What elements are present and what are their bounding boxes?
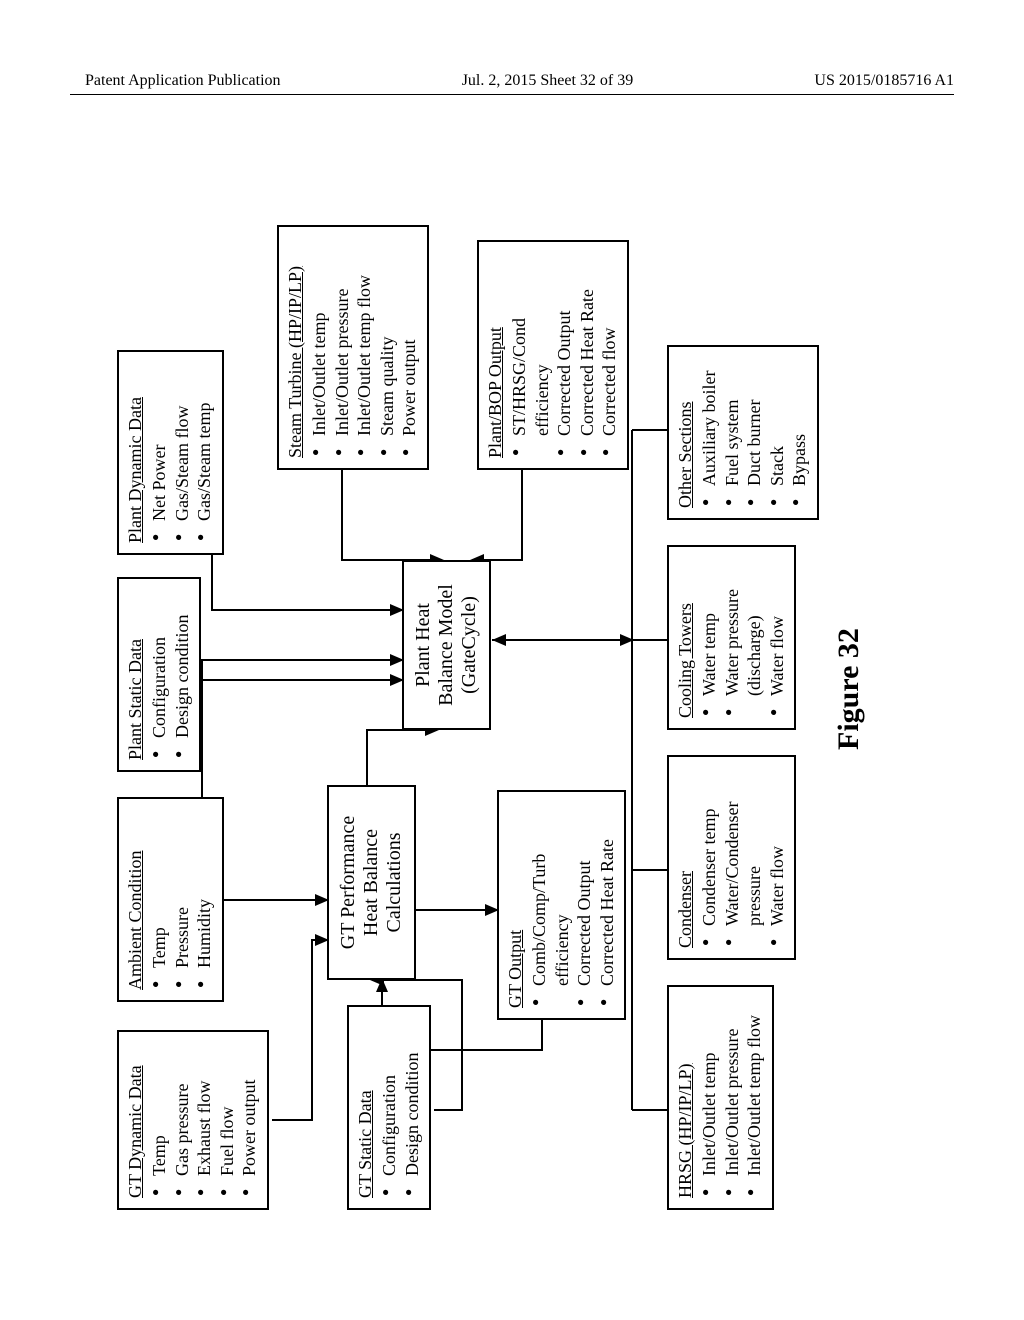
- list-item: Exhaust flow: [193, 1042, 216, 1196]
- box-list: Auxiliary boilerFuel systemDuct burnerSt…: [698, 357, 811, 508]
- list-item: Comb/Comp/Turb efficiency: [528, 802, 573, 1006]
- box-title: Plant Dynamic Data: [125, 362, 146, 543]
- list-item: Net Power: [148, 362, 171, 541]
- box-list: TempGas pressureExhaust flowFuel flowPow…: [148, 1042, 261, 1198]
- box-ambient: Ambient ConditionTempPressureHumidity: [117, 797, 224, 1002]
- box-list: TempPressureHumidity: [148, 809, 216, 990]
- box-line: Calculations: [383, 799, 406, 966]
- box-title: Plant Static Data: [125, 589, 146, 760]
- list-item: Water pressure (discharge): [721, 557, 766, 716]
- list-item: Inlet/Outlet temp: [308, 237, 331, 456]
- box-line: Heat Balance: [360, 799, 383, 966]
- list-item: Inlet/Outlet temp flow: [743, 997, 766, 1196]
- list-item: Bypass: [788, 357, 811, 506]
- list-item: Corrected Heat Rate: [576, 252, 599, 456]
- box-gt_perf: GT PerformanceHeat BalanceCalculations: [327, 785, 416, 980]
- list-item: Stack: [766, 357, 789, 506]
- list-item: Temp: [148, 809, 171, 988]
- box-title: Cooling Towers: [675, 557, 696, 718]
- box-list: ConfigurationDesign condition: [378, 1017, 423, 1198]
- box-title: GT Dynamic Data: [125, 1042, 146, 1198]
- box-line: Balance Model: [435, 574, 458, 716]
- box-cooling: Cooling TowersWater tempWater pressure (…: [667, 545, 796, 730]
- box-title: HRSG (HP/IP/LP): [675, 997, 696, 1198]
- list-item: Water temp: [698, 557, 721, 716]
- box-title: GT Output: [505, 802, 526, 1008]
- list-item: Water/Condenser pressure: [721, 767, 766, 946]
- header-center: Jul. 2, 2015 Sheet 32 of 39: [462, 72, 634, 90]
- page-header: Patent Application Publication Jul. 2, 2…: [0, 72, 1024, 90]
- box-list: ST/HRSG/Cond efficiencyCorrected OutputC…: [508, 252, 621, 458]
- box-hrsg: HRSG (HP/IP/LP)Inlet/Outlet tempInlet/Ou…: [667, 985, 774, 1210]
- list-item: Configuration: [378, 1017, 401, 1196]
- header-left: Patent Application Publication: [85, 72, 281, 90]
- list-item: Power output: [398, 237, 421, 456]
- list-item: Inlet/Outlet temp: [698, 997, 721, 1196]
- list-item: Gas/Steam temp: [193, 362, 216, 541]
- list-item: Configuration: [148, 589, 171, 758]
- list-item: Power output: [238, 1042, 261, 1196]
- list-item: Inlet/Outlet temp flow: [353, 237, 376, 456]
- list-item: Design condition: [401, 1017, 424, 1196]
- box-other: Other SectionsAuxiliary boilerFuel syste…: [667, 345, 819, 520]
- list-item: Gas pressure: [171, 1042, 194, 1196]
- box-list: Condenser tempWater/Condenser pressureWa…: [698, 767, 788, 948]
- list-item: Design condition: [171, 589, 194, 758]
- list-item: Inlet/Outlet pressure: [331, 237, 354, 456]
- figure-label: Figure 32: [832, 628, 866, 750]
- box-gt_static: GT Static DataConfigurationDesign condit…: [347, 1005, 431, 1210]
- box-line: Plant Heat: [412, 574, 435, 716]
- box-gt_output: GT OutputComb/Comp/Turb efficiencyCorrec…: [497, 790, 626, 1020]
- box-title: Other Sections: [675, 357, 696, 508]
- list-item: Auxiliary boiler: [698, 357, 721, 506]
- list-item: Corrected flow: [598, 252, 621, 456]
- list-item: Water flow: [766, 557, 789, 716]
- box-title: Plant/BOP Output: [485, 252, 506, 458]
- list-item: ST/HRSG/Cond efficiency: [508, 252, 553, 456]
- box-list: Inlet/Outlet tempInlet/Outlet pressureIn…: [698, 997, 766, 1198]
- list-item: Duct burner: [743, 357, 766, 506]
- box-list: Comb/Comp/Turb efficiencyCorrected Outpu…: [528, 802, 618, 1008]
- list-item: Condenser temp: [698, 767, 721, 946]
- box-list: Water tempWater pressure (discharge)Wate…: [698, 557, 788, 718]
- list-item: Corrected Heat Rate: [596, 802, 619, 1006]
- box-plant_dynamic: Plant Dynamic DataNet PowerGas/Steam flo…: [117, 350, 224, 555]
- box-list: ConfigurationDesign condition: [148, 589, 193, 760]
- box-condenser: CondenserCondenser tempWater/Condenser p…: [667, 755, 796, 960]
- list-item: Corrected Output: [553, 252, 576, 456]
- header-right: US 2015/0185716 A1: [814, 72, 954, 90]
- box-plant_bop: Plant/BOP OutputST/HRSG/Cond efficiencyC…: [477, 240, 629, 470]
- list-item: Fuel system: [721, 357, 744, 506]
- diagram: GT Dynamic DataTempGas pressureExhaust f…: [102, 150, 922, 1170]
- box-line: (GateCycle): [458, 574, 481, 716]
- list-item: Humidity: [193, 809, 216, 988]
- box-gt_dynamic: GT Dynamic DataTempGas pressureExhaust f…: [117, 1030, 269, 1210]
- box-list: Inlet/Outlet tempInlet/Outlet pressureIn…: [308, 237, 421, 458]
- box-list: Net PowerGas/Steam flowGas/Steam temp: [148, 362, 216, 543]
- box-steam_turbine: Steam Turbine (HP/IP/LP)Inlet/Outlet tem…: [277, 225, 429, 470]
- list-item: Gas/Steam flow: [171, 362, 194, 541]
- box-plant_heat: Plant HeatBalance Model(GateCycle): [402, 560, 491, 730]
- box-plant_static: Plant Static DataConfigurationDesign con…: [117, 577, 201, 772]
- list-item: Pressure: [171, 809, 194, 988]
- list-item: Water flow: [766, 767, 789, 946]
- box-line: GT Performance: [337, 799, 360, 966]
- list-item: Corrected Output: [573, 802, 596, 1006]
- box-title: GT Static Data: [355, 1017, 376, 1198]
- box-title: Steam Turbine (HP/IP/LP): [285, 237, 306, 458]
- list-item: Temp: [148, 1042, 171, 1196]
- list-item: Steam quality: [376, 237, 399, 456]
- box-title: Condenser: [675, 767, 696, 948]
- box-title: Ambient Condition: [125, 809, 146, 990]
- list-item: Fuel flow: [216, 1042, 239, 1196]
- list-item: Inlet/Outlet pressure: [721, 997, 744, 1196]
- header-rule: [70, 94, 954, 95]
